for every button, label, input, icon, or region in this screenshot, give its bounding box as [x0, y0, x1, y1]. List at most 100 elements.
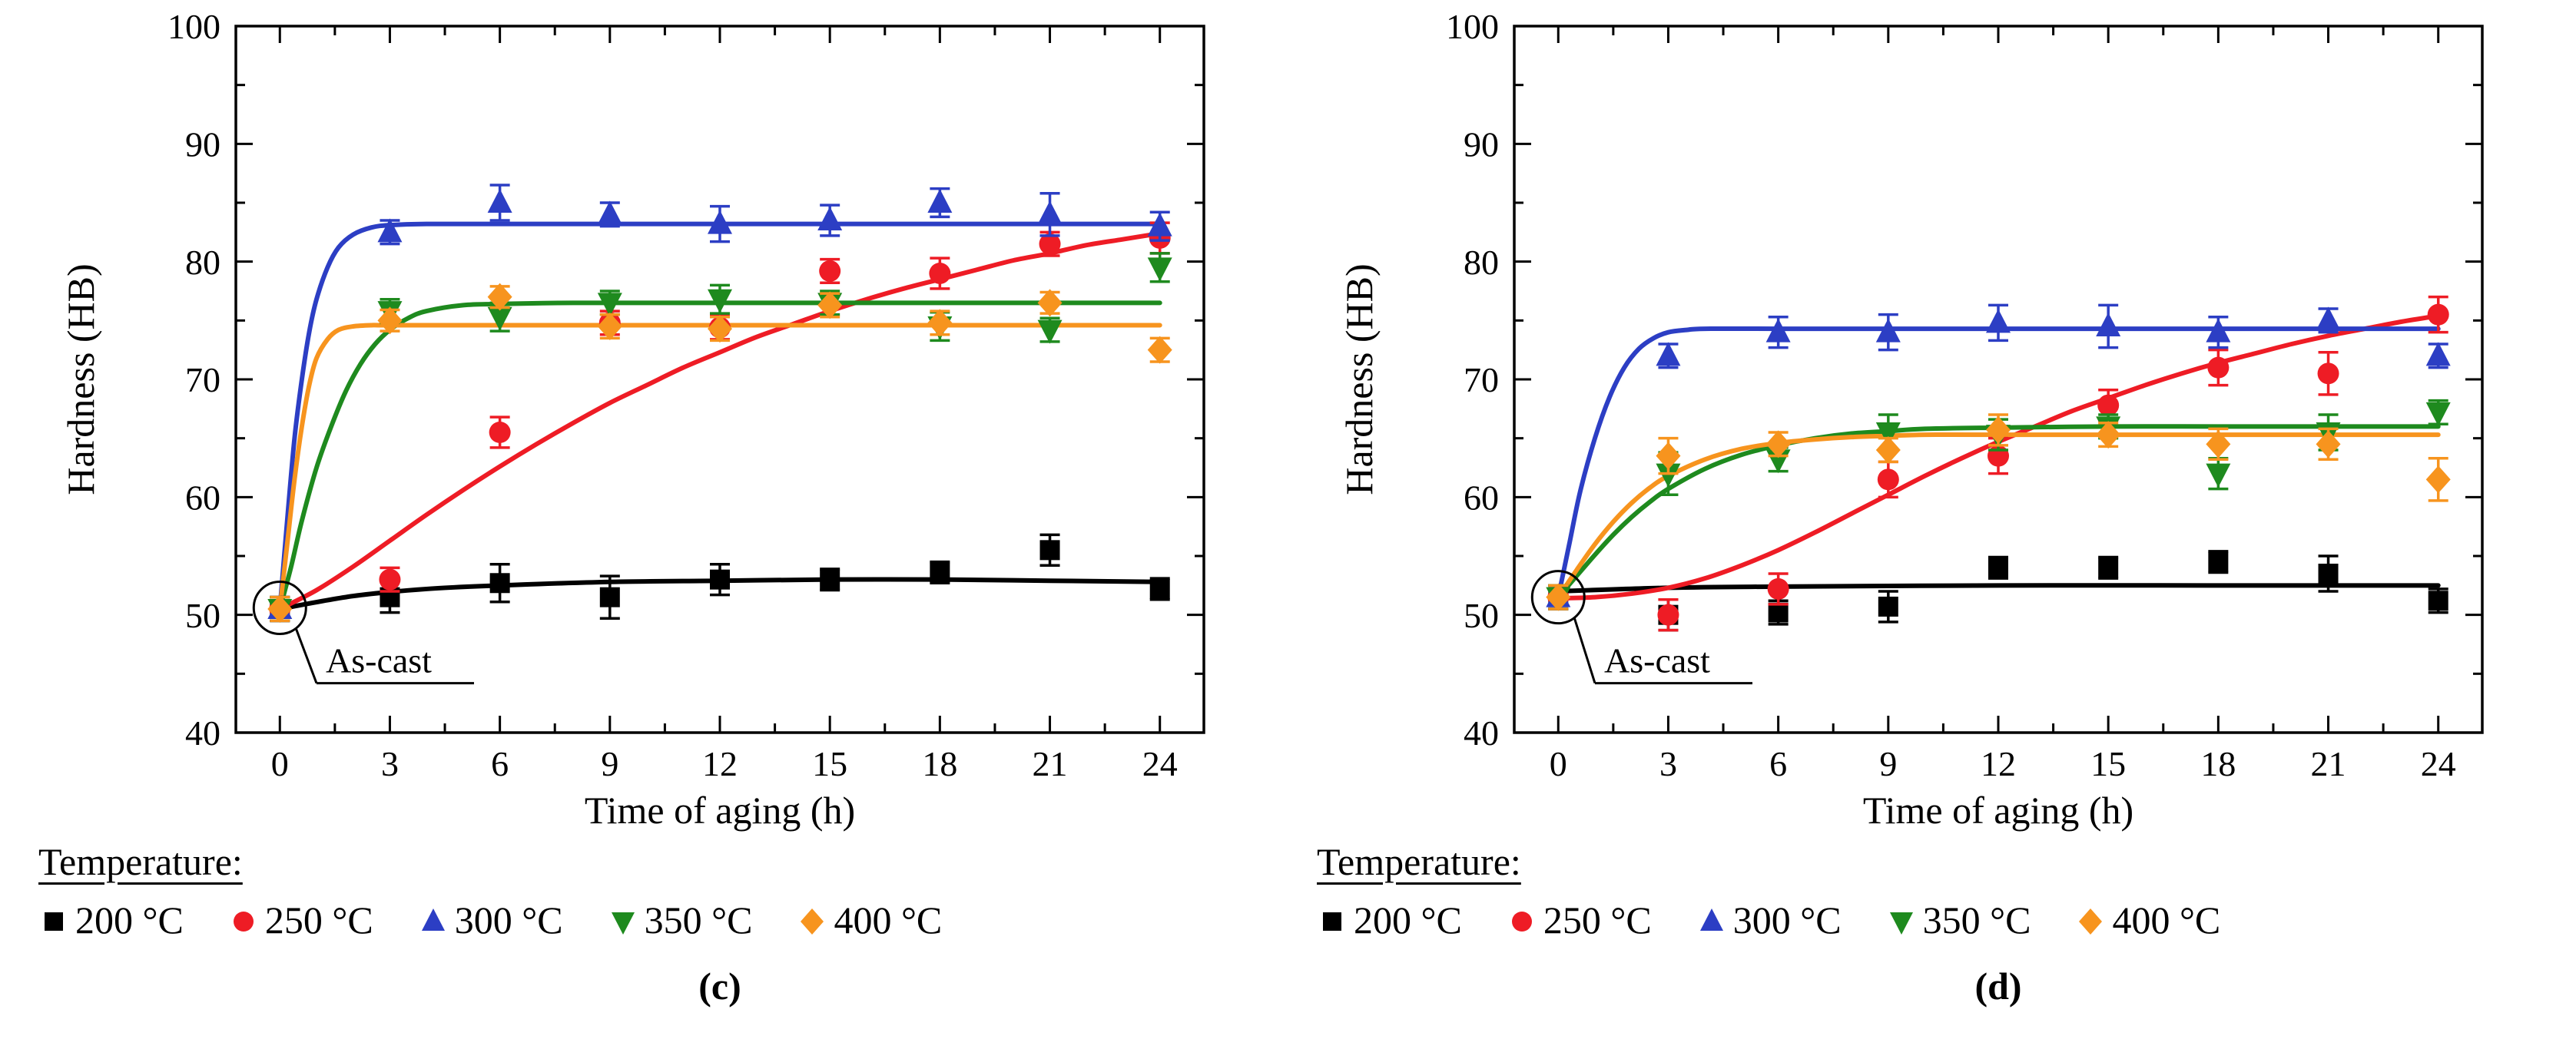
data-point-400d [1875, 436, 1901, 464]
data-point-200c [930, 562, 950, 583]
as-cast-leader-line [1573, 617, 1596, 684]
x-tick-label: 15 [812, 744, 847, 783]
data-point-250c [1039, 233, 1061, 255]
x-tick-label: 12 [1981, 744, 2016, 783]
data-point-250d [1657, 604, 1679, 626]
y-axis-title: Hardness (HB) [1338, 263, 1381, 495]
y-tick-label: 60 [1464, 478, 1499, 517]
data-point-200c [820, 569, 840, 590]
legend-marker-shape [45, 912, 63, 931]
data-point-200d [1878, 596, 1898, 617]
legend-marker-shape [1699, 908, 1723, 931]
series-300d [1546, 303, 2451, 611]
data-point-350d [1656, 463, 1681, 488]
x-tick-label: 12 [702, 744, 738, 783]
caption-d: (d) [1974, 965, 2022, 1008]
legend-title: Temperature: [1317, 840, 1521, 883]
legend-marker-shape [2079, 908, 2103, 935]
data-point-400d [2425, 465, 2451, 494]
chart-c: 0 3 6 9 12 15 18 21 24 40 50 60 70 80 90 100 Time of agi… [32, 5, 1261, 838]
data-point-200d [2208, 551, 2229, 572]
data-point-200c [1039, 540, 1060, 561]
legend-item-350d: 350 °C [1886, 898, 2031, 942]
triangle-up-icon [1699, 908, 1723, 931]
data-point-200c [710, 569, 730, 590]
legend-label: 250 °C [264, 898, 373, 942]
y-axis-title: Hardness (HB) [59, 263, 102, 495]
data-point-200d [2318, 564, 2339, 584]
data-point-400c [487, 283, 512, 311]
data-point-300d [1765, 318, 1791, 343]
legend-marker-shape [421, 908, 445, 931]
data-point-250d [2207, 356, 2230, 379]
legend-marker-shape [1323, 912, 1341, 931]
legend-title: Temperature: [38, 840, 243, 883]
diamond-icon [2079, 908, 2103, 935]
data-point-350c [597, 293, 622, 317]
fit-curve-250c [277, 230, 1162, 611]
series-200c [270, 533, 1170, 623]
data-point-400d [2316, 430, 2341, 458]
y-tick-label: 90 [1464, 124, 1499, 164]
data-point-350d [2425, 402, 2451, 426]
data-point-300c [817, 207, 843, 230]
as-cast-leader-line [294, 627, 318, 684]
fit-curve-400c [277, 323, 1162, 611]
x-axis-title: Time of aging (h) [585, 789, 855, 832]
data-point-200d [1988, 558, 2008, 578]
data-point-400c [927, 309, 953, 337]
data-point-400d [2206, 430, 2231, 458]
y-tick-label: 40 [1464, 713, 1499, 753]
x-tick-label: 9 [601, 744, 618, 783]
legend-d: Temperature: 200 °C 250 °C 300 °C 350 °C 400… [1317, 839, 2540, 942]
data-point-200c [599, 587, 620, 607]
legend-c: Temperature: 200 °C 250 °C 300 °C 350 °C 400… [38, 839, 1261, 942]
legend-marker-shape [801, 908, 824, 935]
legend-item-400c: 400 °C [797, 898, 942, 942]
data-point-300d [2316, 306, 2341, 331]
x-tick-label: 0 [1550, 744, 1567, 783]
x-tick-label: 18 [2200, 744, 2236, 783]
data-point-400d [1765, 430, 1791, 458]
chart-d: 0 3 6 9 12 15 18 21 24 40 50 60 70 80 90 100 Time of agi… [1311, 5, 2540, 838]
y-tick-label: 100 [167, 7, 220, 46]
data-point-250c [379, 568, 401, 591]
data-point-250c [489, 422, 511, 443]
circle-icon [1511, 912, 1532, 932]
x-tick-label: 0 [271, 744, 289, 783]
data-point-200c [1149, 578, 1170, 599]
series-300c [267, 184, 1172, 623]
panel-c: 0 3 6 9 12 15 18 21 24 40 50 60 70 80 90 100 Time of agi… [32, 5, 1261, 1008]
fit-curve-350c [277, 300, 1162, 611]
data-point-200c [489, 573, 510, 594]
y-tick-label: 100 [1446, 7, 1499, 46]
data-point-200d [2428, 591, 2448, 611]
legend-marker-shape [233, 912, 254, 932]
legend-label: 300 °C [1732, 898, 1842, 942]
chart-svg-d: 0 3 6 9 12 15 18 21 24 40 50 60 70 80 90 100 Time of agi… [1338, 7, 2484, 832]
panel-d: 0 3 6 9 12 15 18 21 24 40 50 60 70 80 90 100 Time of agi… [1311, 5, 2540, 1008]
figure: 0 3 6 9 12 15 18 21 24 40 50 60 70 80 90 100 Time of agi… [32, 5, 2540, 1008]
plot-border [234, 25, 1205, 734]
data-point-300c [1147, 212, 1172, 237]
data-point-250d [1877, 468, 1899, 491]
legend-label: 200 °C [1354, 898, 1462, 942]
x-tick-label: 21 [1033, 744, 1068, 783]
legend-label: 250 °C [1543, 898, 1652, 942]
y-tick-label: 50 [1464, 596, 1499, 635]
data-point-400d [1986, 415, 2011, 444]
fit-curve-300c [277, 221, 1162, 611]
fit-curve-200d [1556, 583, 2441, 594]
legend-label: 400 °C [834, 898, 943, 942]
data-point-300d [2096, 313, 2121, 336]
data-point-250d [2317, 362, 2339, 385]
legend-label: 350 °C [1922, 898, 2031, 942]
x-axis-title: Time of aging (h) [1863, 789, 2133, 832]
legend-label: 350 °C [644, 898, 753, 942]
data-point-400d [1656, 442, 1681, 470]
x-tick-label: 24 [1142, 744, 1178, 783]
data-point-300c [487, 189, 512, 213]
y-tick-label: 80 [1464, 243, 1499, 282]
y-tick-label: 80 [185, 243, 220, 282]
data-point-200d [2098, 558, 2119, 578]
